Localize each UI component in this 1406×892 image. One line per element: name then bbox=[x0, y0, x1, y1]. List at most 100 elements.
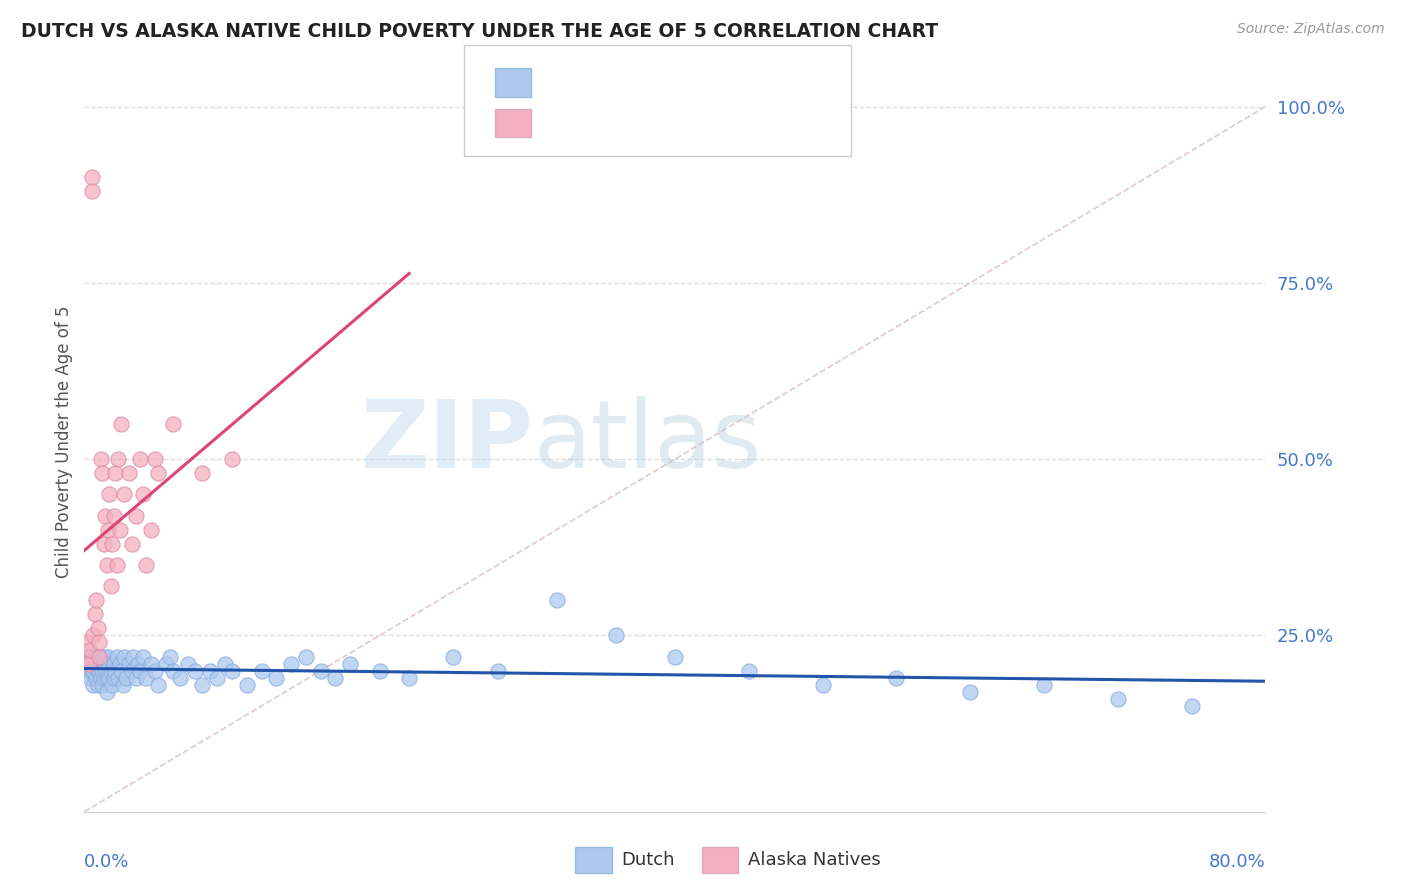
Point bbox=[93, 537, 115, 551]
Point bbox=[114, 671, 136, 685]
Y-axis label: Child Poverty Under the Age of 5: Child Poverty Under the Age of 5 bbox=[55, 305, 73, 578]
Point bbox=[148, 467, 170, 481]
Text: N =: N = bbox=[673, 73, 725, 91]
Point bbox=[148, 678, 170, 692]
Point bbox=[118, 657, 141, 671]
Point bbox=[100, 579, 122, 593]
Point bbox=[96, 671, 118, 685]
Point bbox=[91, 467, 114, 481]
Point bbox=[104, 664, 127, 678]
Point bbox=[84, 657, 107, 671]
Point bbox=[325, 671, 347, 685]
Point bbox=[309, 664, 332, 678]
Point bbox=[110, 664, 132, 678]
Point bbox=[83, 607, 105, 622]
Point bbox=[339, 657, 361, 671]
Point bbox=[125, 508, 148, 523]
Point bbox=[129, 452, 152, 467]
Point bbox=[83, 649, 105, 664]
Point bbox=[122, 649, 145, 664]
Point bbox=[129, 664, 152, 678]
Point bbox=[112, 649, 135, 664]
Point bbox=[87, 635, 111, 649]
Point bbox=[664, 649, 686, 664]
Point bbox=[886, 671, 908, 685]
Text: Source: ZipAtlas.com: Source: ZipAtlas.com bbox=[1237, 22, 1385, 37]
Point bbox=[135, 558, 157, 572]
Point bbox=[811, 678, 834, 692]
Point bbox=[105, 649, 128, 664]
Point bbox=[139, 523, 162, 537]
Point bbox=[605, 628, 627, 642]
Point bbox=[266, 671, 288, 685]
Point bbox=[103, 657, 125, 671]
Point bbox=[104, 467, 127, 481]
Point bbox=[162, 417, 184, 431]
Point bbox=[135, 671, 157, 685]
Point bbox=[97, 523, 120, 537]
Point bbox=[77, 657, 100, 671]
Point bbox=[132, 487, 155, 501]
Point bbox=[1107, 692, 1129, 706]
Text: Dutch: Dutch bbox=[621, 851, 675, 869]
Text: 0.0%: 0.0% bbox=[84, 854, 129, 871]
Point bbox=[76, 664, 98, 678]
Point bbox=[87, 649, 111, 664]
Point bbox=[80, 664, 103, 678]
Point bbox=[112, 487, 135, 501]
Point bbox=[546, 593, 568, 607]
Point bbox=[1033, 678, 1056, 692]
Point bbox=[80, 649, 103, 664]
Point bbox=[101, 537, 124, 551]
Point bbox=[738, 664, 761, 678]
Point bbox=[486, 664, 509, 678]
Text: ZIP: ZIP bbox=[360, 395, 533, 488]
Point bbox=[75, 649, 97, 664]
Text: R =: R = bbox=[544, 114, 583, 132]
Point bbox=[125, 671, 148, 685]
Point bbox=[94, 664, 117, 678]
Point bbox=[184, 664, 207, 678]
Text: Alaska Natives: Alaska Natives bbox=[748, 851, 880, 869]
Point bbox=[1181, 698, 1204, 713]
Point bbox=[80, 170, 103, 185]
Point bbox=[221, 664, 243, 678]
Point bbox=[76, 635, 98, 649]
Point bbox=[105, 558, 128, 572]
Point bbox=[96, 685, 118, 699]
Point bbox=[121, 664, 143, 678]
Point bbox=[82, 628, 104, 642]
Point bbox=[75, 649, 97, 664]
Point bbox=[398, 671, 420, 685]
Point bbox=[118, 467, 141, 481]
Text: R =: R = bbox=[544, 73, 583, 91]
Point bbox=[103, 671, 125, 685]
Point bbox=[86, 678, 108, 692]
Point bbox=[90, 657, 112, 671]
Point bbox=[250, 664, 273, 678]
Point bbox=[93, 671, 115, 685]
Text: 0.421: 0.421 bbox=[593, 114, 657, 132]
Point bbox=[91, 664, 114, 678]
Point bbox=[87, 649, 111, 664]
Point bbox=[84, 593, 107, 607]
Point bbox=[86, 621, 108, 635]
Point bbox=[96, 558, 118, 572]
Point bbox=[107, 452, 129, 467]
Point bbox=[443, 649, 465, 664]
Point bbox=[93, 649, 115, 664]
Point bbox=[368, 664, 391, 678]
Text: 85: 85 bbox=[727, 73, 752, 91]
Point bbox=[101, 678, 124, 692]
Text: atlas: atlas bbox=[533, 395, 762, 488]
Point bbox=[94, 657, 117, 671]
Point bbox=[91, 678, 114, 692]
Point bbox=[98, 657, 121, 671]
Point bbox=[295, 649, 318, 664]
Point bbox=[103, 508, 125, 523]
Text: DUTCH VS ALASKA NATIVE CHILD POVERTY UNDER THE AGE OF 5 CORRELATION CHART: DUTCH VS ALASKA NATIVE CHILD POVERTY UND… bbox=[21, 22, 938, 41]
Text: 80.0%: 80.0% bbox=[1209, 854, 1265, 871]
Point bbox=[98, 671, 121, 685]
Point bbox=[111, 678, 134, 692]
Point bbox=[143, 664, 166, 678]
